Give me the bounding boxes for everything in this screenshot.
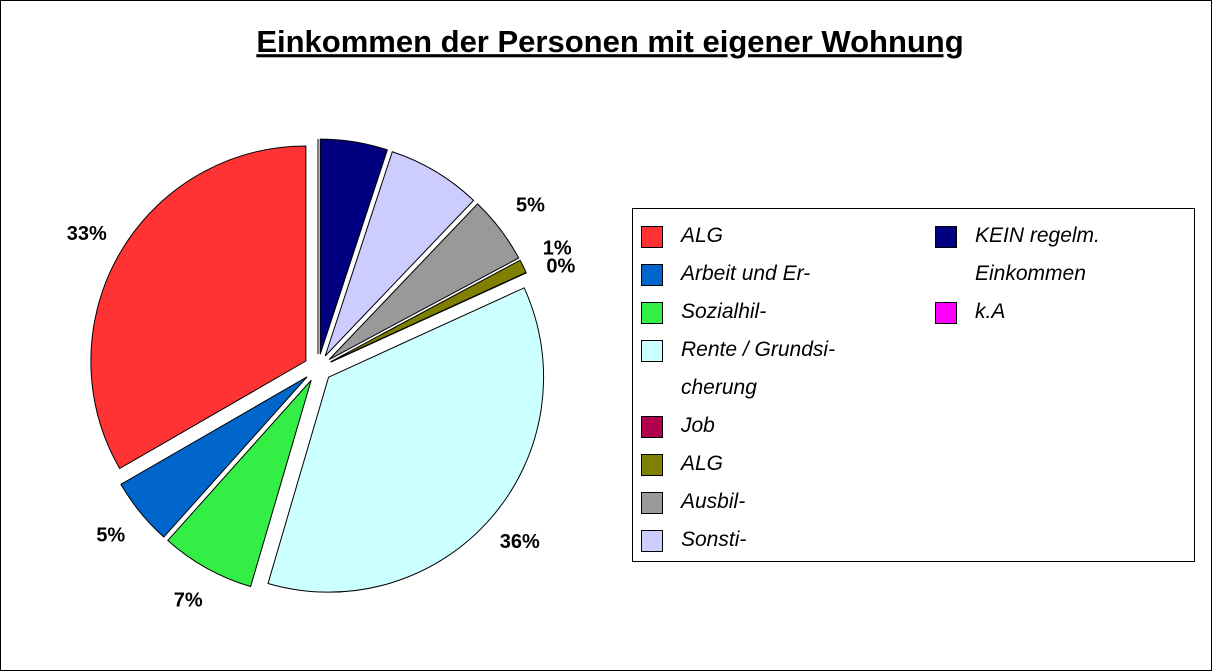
data-label: 5% xyxy=(96,525,125,547)
legend-label: ALG xyxy=(681,224,724,247)
data-label: 0% xyxy=(546,255,575,277)
data-label: 7% xyxy=(174,590,203,612)
pie-slice xyxy=(120,376,308,538)
data-label: 5% xyxy=(516,195,545,217)
legend-swatch xyxy=(641,340,663,362)
legend-item: KEIN regelm. Einkommen xyxy=(935,217,1100,293)
legend-label: KEIN regelm. Einkommen xyxy=(975,224,1100,285)
legend-column: KEIN regelm. Einkommen k.A xyxy=(935,217,1100,331)
legend-swatch xyxy=(641,302,663,324)
pie-slice xyxy=(324,151,475,357)
legend-item: ALG xyxy=(641,445,835,483)
legend-swatch xyxy=(641,226,663,248)
legend-item: Job xyxy=(641,407,835,445)
legend-item: Sonsti- xyxy=(641,521,835,559)
legend-item: Arbeit und Er- xyxy=(641,255,835,293)
pie-slice xyxy=(267,287,545,593)
legend-column: ALG Arbeit und Er- Sozialhil- Rente / Grund… xyxy=(641,217,835,559)
legend-label: ALG xyxy=(681,452,724,475)
legend-item: Sozialhil- xyxy=(641,293,835,331)
chart-title: Einkommen der Personen mit eigener Wohnu… xyxy=(256,24,963,59)
pie-slice xyxy=(330,259,527,363)
pie-slice xyxy=(90,145,307,470)
legend-swatch xyxy=(641,454,663,476)
legend-label: Arbeit und Er- xyxy=(681,262,811,285)
legend-swatch xyxy=(641,530,663,552)
legend-label: Sonsti- xyxy=(681,528,747,551)
legend-item: Rente / Grundsi- cherung xyxy=(641,331,835,407)
legend-label: Rente / Grundsi- cherung xyxy=(681,338,836,399)
legend-label: k.A xyxy=(975,300,1006,323)
legend-item: ALG xyxy=(641,217,835,255)
legend-label: Job xyxy=(681,414,715,437)
legend-label: Sozialhil- xyxy=(681,300,767,323)
data-label: 1% xyxy=(543,238,572,260)
legend-swatch xyxy=(641,416,663,438)
pie-slice xyxy=(319,138,388,355)
pie-slice xyxy=(167,379,312,588)
pie-slice xyxy=(328,203,520,360)
data-label: 36% xyxy=(500,531,540,553)
data-label: 33% xyxy=(67,223,107,245)
legend: ALG Arbeit und Er- Sozialhil- Rente / Grund… xyxy=(632,208,1195,562)
legend-swatch xyxy=(641,492,663,514)
legend-swatch xyxy=(935,226,957,248)
legend-swatch xyxy=(935,302,957,324)
legend-item: k.A xyxy=(935,293,1100,331)
legend-swatch xyxy=(641,264,663,286)
legend-item: Ausbil- xyxy=(641,483,835,521)
legend-label: Ausbil- xyxy=(681,490,746,513)
